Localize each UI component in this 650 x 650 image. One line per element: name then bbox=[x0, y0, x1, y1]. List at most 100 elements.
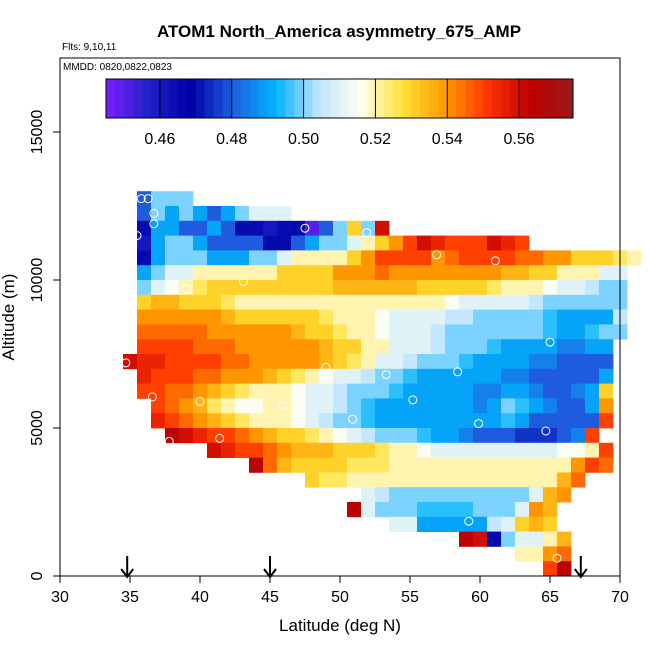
colorbar-swatch bbox=[285, 79, 296, 118]
heatmap-cell bbox=[263, 428, 278, 444]
heatmap-cell bbox=[249, 280, 264, 296]
heatmap-cell bbox=[417, 265, 432, 281]
heatmap-cell bbox=[137, 265, 152, 281]
heatmap-cell bbox=[277, 457, 292, 473]
heatmap-cell bbox=[431, 383, 446, 399]
heatmap-cell bbox=[501, 324, 516, 340]
heatmap-cell bbox=[543, 516, 558, 532]
heatmap-cell bbox=[599, 250, 614, 266]
heatmap-cell bbox=[235, 280, 250, 296]
heatmap-cell bbox=[291, 235, 306, 251]
heatmap-cell bbox=[305, 472, 320, 488]
heatmap-cell bbox=[389, 250, 404, 266]
heatmap-cell bbox=[515, 250, 530, 266]
heatmap-cell bbox=[235, 442, 250, 458]
heatmap-cell bbox=[515, 413, 530, 429]
heatmap-cell bbox=[235, 368, 250, 384]
heatmap-cell bbox=[445, 398, 460, 414]
heatmap-cell bbox=[557, 472, 572, 488]
heatmap-cell bbox=[445, 457, 460, 473]
heatmap-cell bbox=[319, 294, 334, 310]
heatmap-cell bbox=[249, 309, 264, 325]
x-tick-label: 65 bbox=[541, 589, 559, 606]
heatmap-cell bbox=[347, 383, 362, 399]
heatmap-cell bbox=[361, 383, 376, 399]
heatmap-cell bbox=[193, 383, 208, 399]
heatmap-cell bbox=[333, 324, 348, 340]
heatmap-cell bbox=[515, 487, 530, 503]
airport-marker bbox=[432, 250, 442, 260]
heatmap-cell bbox=[249, 457, 264, 473]
heatmap-cell bbox=[431, 368, 446, 384]
heatmap-cell bbox=[585, 354, 600, 370]
heatmap-cell bbox=[543, 561, 558, 577]
heatmap-cell bbox=[291, 383, 306, 399]
heatmap-cell bbox=[403, 516, 418, 532]
heatmap-cell bbox=[319, 413, 334, 429]
heatmap-cell bbox=[347, 428, 362, 444]
heatmap-cell bbox=[361, 250, 376, 266]
heatmap-cell bbox=[459, 309, 474, 325]
heatmap-cell bbox=[473, 339, 488, 355]
heatmap-cell bbox=[403, 324, 418, 340]
heatmap-cell bbox=[165, 250, 180, 266]
heatmap-cell bbox=[487, 502, 502, 518]
heatmap-cell bbox=[361, 294, 376, 310]
heatmap-cell bbox=[501, 502, 516, 518]
flights-label: Flts: 9,10,11 bbox=[62, 42, 117, 53]
heatmap-cell bbox=[305, 220, 320, 236]
heatmap-cell bbox=[501, 280, 516, 296]
heatmap-cell bbox=[319, 339, 334, 355]
heatmap-cell bbox=[235, 309, 250, 325]
airport-marker bbox=[147, 392, 157, 402]
heatmap-cell bbox=[431, 487, 446, 503]
heatmap-cell bbox=[179, 206, 194, 222]
heatmap-cell bbox=[305, 294, 320, 310]
heatmap-cell bbox=[193, 309, 208, 325]
heatmap-cell bbox=[235, 294, 250, 310]
colorbar-swatch bbox=[312, 79, 323, 118]
heatmap-cell bbox=[207, 383, 222, 399]
heatmap-cell bbox=[417, 280, 432, 296]
airport-marker bbox=[132, 231, 142, 241]
heatmap-cell bbox=[417, 383, 432, 399]
heatmap-cell bbox=[291, 250, 306, 266]
heatmap-cell bbox=[445, 339, 460, 355]
heatmap-cell bbox=[305, 398, 320, 414]
heatmap-cell bbox=[291, 294, 306, 310]
airport-marker bbox=[348, 414, 358, 424]
heatmap-cell bbox=[529, 516, 544, 532]
heatmap-cell bbox=[543, 442, 558, 458]
heatmap-cell bbox=[459, 250, 474, 266]
colorbar-swatch bbox=[258, 79, 269, 118]
heatmap-cell bbox=[361, 235, 376, 251]
heatmap-cell bbox=[585, 383, 600, 399]
colorbar-swatch bbox=[564, 79, 574, 118]
heatmap-cell bbox=[417, 502, 432, 518]
heatmap-cell bbox=[291, 265, 306, 281]
heatmap-cell bbox=[193, 354, 208, 370]
colorbar-frame bbox=[105, 78, 574, 119]
heatmap-cell bbox=[473, 398, 488, 414]
heatmap-cell bbox=[473, 280, 488, 296]
colorbar-swatch bbox=[348, 79, 358, 118]
colorbar-swatch bbox=[339, 79, 349, 118]
heatmap-cell bbox=[221, 383, 236, 399]
colorbar-swatch bbox=[492, 79, 502, 118]
heatmap-cell bbox=[557, 339, 572, 355]
heatmap-cell bbox=[599, 339, 614, 355]
heatmap-cell bbox=[277, 206, 292, 222]
airport-marker bbox=[149, 219, 159, 229]
heatmap-cell bbox=[487, 472, 502, 488]
heatmap-cell bbox=[417, 457, 432, 473]
heatmap-cell bbox=[165, 339, 180, 355]
heatmap-cell bbox=[165, 191, 180, 207]
heatmap-cell bbox=[403, 265, 418, 281]
colorbar-swatch bbox=[501, 79, 511, 118]
heatmap-cell bbox=[333, 398, 348, 414]
heatmap-cell bbox=[333, 339, 348, 355]
heatmap-cell bbox=[445, 235, 460, 251]
heatmap-cell bbox=[137, 383, 152, 399]
heatmap-cell bbox=[193, 398, 208, 414]
heatmap-cell bbox=[277, 339, 292, 355]
